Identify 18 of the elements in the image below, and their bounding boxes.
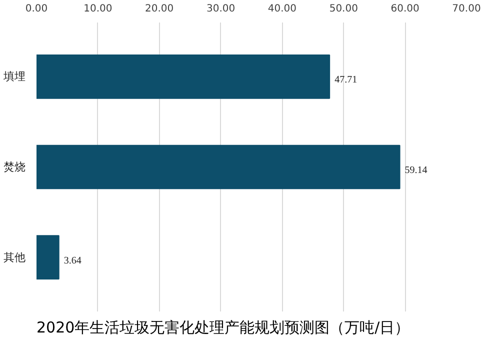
bar bbox=[36, 54, 330, 99]
bar bbox=[36, 235, 60, 280]
bar bbox=[36, 144, 400, 190]
x-tick-label: 0.00 bbox=[25, 4, 48, 14]
x-tick-label: 50.00 bbox=[329, 4, 358, 14]
x-tick-label: 10.00 bbox=[84, 4, 112, 14]
data-label: 59.14 bbox=[404, 165, 428, 176]
data-label: 47.71 bbox=[334, 74, 358, 86]
x-tick-label: 40.00 bbox=[268, 4, 297, 14]
x-tick-label: 20.00 bbox=[145, 4, 174, 14]
text: 2020年生活垃圾无害化处理产能规划预测图（万吨/日） bbox=[36, 318, 410, 336]
x-tick-label: 60.00 bbox=[390, 4, 420, 14]
x-tick-label: 30.00 bbox=[206, 4, 236, 14]
y-tick-label: 其他 bbox=[4, 250, 26, 264]
y-tick-label: 焚烧 bbox=[4, 160, 26, 174]
data-label: 3.64 bbox=[64, 255, 82, 266]
x-tick-label: 70.00 bbox=[452, 4, 481, 14]
y-tick-label: 填埋 bbox=[2, 70, 26, 84]
